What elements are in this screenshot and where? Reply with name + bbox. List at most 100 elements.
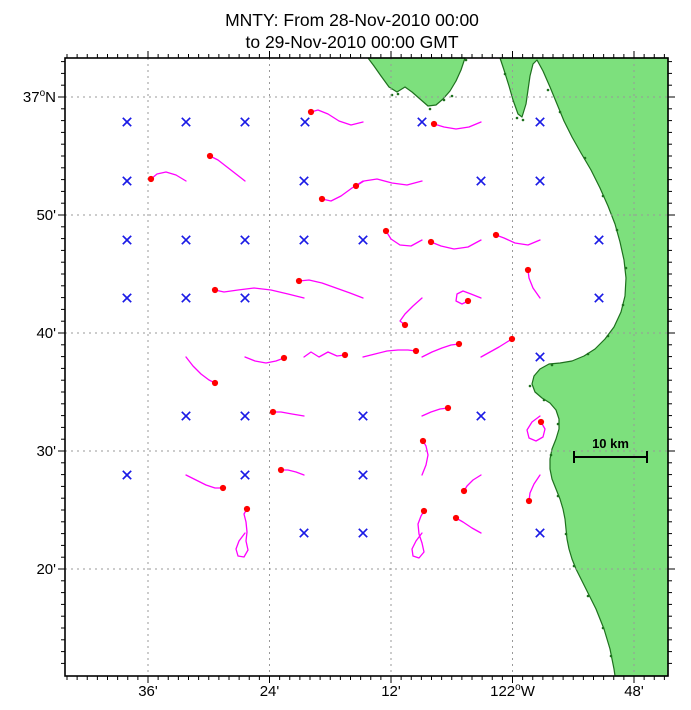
coastline-land-layer — [367, 57, 669, 677]
grid-x-marker — [240, 411, 250, 421]
y-axis-label: 20' — [36, 561, 56, 578]
trajectory-path — [527, 269, 541, 299]
trajectory-path — [150, 171, 187, 182]
trajectory-endpoint-dot — [318, 195, 326, 203]
land-polygon — [499, 57, 669, 677]
scale-bar-label: 10 km — [592, 436, 629, 451]
coast-speckle — [442, 98, 446, 102]
trajectory-endpoint-dot — [211, 379, 219, 387]
trajectory-endpoint-dot — [464, 297, 472, 305]
trajectory-path — [310, 109, 364, 126]
trajectory-endpoint-dot — [524, 266, 532, 274]
trajectory-endpoint-dot — [419, 437, 427, 445]
map-frame-layer — [58, 51, 675, 683]
trajectory-endpoint-dot — [460, 487, 468, 495]
trajectory-path — [421, 407, 449, 417]
coast-speckle — [396, 92, 400, 96]
trajectory-path — [480, 338, 513, 358]
trajectory-endpoint-dot — [455, 340, 463, 348]
scale-bar-layer: 10 km — [573, 436, 648, 463]
grid-x-marker — [299, 235, 309, 245]
grid-x-marker — [122, 117, 132, 127]
figure-title-line1: MNTY: From 28-Nov-2010 00:00 — [225, 10, 479, 30]
coast-speckle — [549, 453, 553, 457]
grid-x-marker — [417, 117, 427, 127]
trajectory-path — [463, 474, 482, 492]
coast-speckle — [615, 228, 619, 232]
grid-x-marker — [535, 352, 545, 362]
trajectory-path — [455, 290, 482, 305]
grid-x-marker — [358, 411, 368, 421]
grid-x-marker — [476, 411, 486, 421]
trajectory-path — [355, 178, 423, 187]
y-axis-label: 50' — [36, 207, 56, 224]
trajectory-endpoint-dot — [427, 238, 435, 246]
grid-x-marker — [122, 470, 132, 480]
grid-x-marker — [476, 176, 486, 186]
coast-speckle — [450, 94, 454, 98]
trajectory-path — [421, 440, 429, 476]
grid-x-marker — [122, 176, 132, 186]
coast-speckle — [586, 594, 590, 598]
coast-speckle — [586, 352, 590, 356]
grid-x-marker — [300, 117, 310, 127]
grid-x-marker — [535, 117, 545, 127]
coast-speckle — [542, 398, 546, 402]
x-axis-label: 24' — [260, 683, 280, 700]
coast-speckle — [572, 564, 576, 568]
grid-x-marker — [594, 293, 604, 303]
trajectory-endpoint-dot — [382, 227, 390, 235]
trajectory-endpoint-dot — [401, 321, 409, 329]
trajectory-endpoint-dot — [147, 175, 155, 183]
trajectory-endpoint-dot — [508, 335, 516, 343]
trajectory-endpoint-dot — [537, 418, 545, 426]
coast-speckle — [606, 334, 610, 338]
grid-x-marker — [240, 235, 250, 245]
y-axis-label: 40' — [36, 325, 56, 342]
trajectory-endpoint-dot — [206, 152, 214, 160]
trajectory-endpoint-dot — [307, 108, 315, 116]
x-axis-label: 12' — [381, 683, 401, 700]
trajectory-path — [235, 508, 249, 558]
grid-x-marker — [299, 528, 309, 538]
trajectory-path — [272, 411, 305, 417]
x-axis-label: 48' — [624, 683, 644, 700]
trajectory-path — [495, 234, 541, 246]
trajectory-path — [528, 474, 541, 502]
trajectory-endpoint-dot — [492, 231, 500, 239]
grid-x-marker — [181, 235, 191, 245]
trajectory-path — [280, 469, 305, 476]
grid-x-marker — [122, 235, 132, 245]
trajectory-endpoint-dot — [525, 497, 533, 505]
coast-speckle — [558, 110, 562, 114]
trajectory-path — [399, 297, 423, 326]
trajectory-endpoint-dot — [430, 120, 438, 128]
land-polygon — [367, 57, 466, 107]
x-axis-label: 122oW — [490, 682, 536, 700]
trajectory-endpoint-dot — [341, 351, 349, 359]
coast-speckle — [564, 532, 568, 536]
coast-speckle — [464, 58, 468, 62]
grid-x-marker — [299, 176, 309, 186]
trajectory-endpoint-dot — [420, 507, 428, 515]
trajectory-endpoint-dot — [352, 182, 360, 190]
trajectory-path — [526, 415, 546, 442]
trajectory-endpoint-dot — [243, 505, 251, 513]
trajectory-path — [303, 351, 346, 358]
trajectory-endpoint-dot — [269, 408, 277, 416]
trajectory-path — [362, 349, 417, 358]
trajectory-path — [298, 279, 364, 299]
trajectory-endpoint-dot — [277, 466, 285, 474]
y-axis-label: 30' — [36, 443, 56, 460]
grid-x-marker — [594, 235, 604, 245]
trajectory-endpoint-dot — [452, 514, 460, 522]
grid-x-marker — [358, 235, 368, 245]
grid-x-marker — [358, 470, 368, 480]
axis-label-layer: 37oN 50' 40' 30' 20' 36' 24' 12' 122oW 48' — [23, 88, 644, 700]
grid-x-marker — [181, 293, 191, 303]
coast-speckle — [528, 384, 532, 388]
trajectory-endpoint-dot — [444, 404, 452, 412]
trajectory-path — [455, 517, 482, 534]
trajectory-path — [209, 155, 246, 182]
